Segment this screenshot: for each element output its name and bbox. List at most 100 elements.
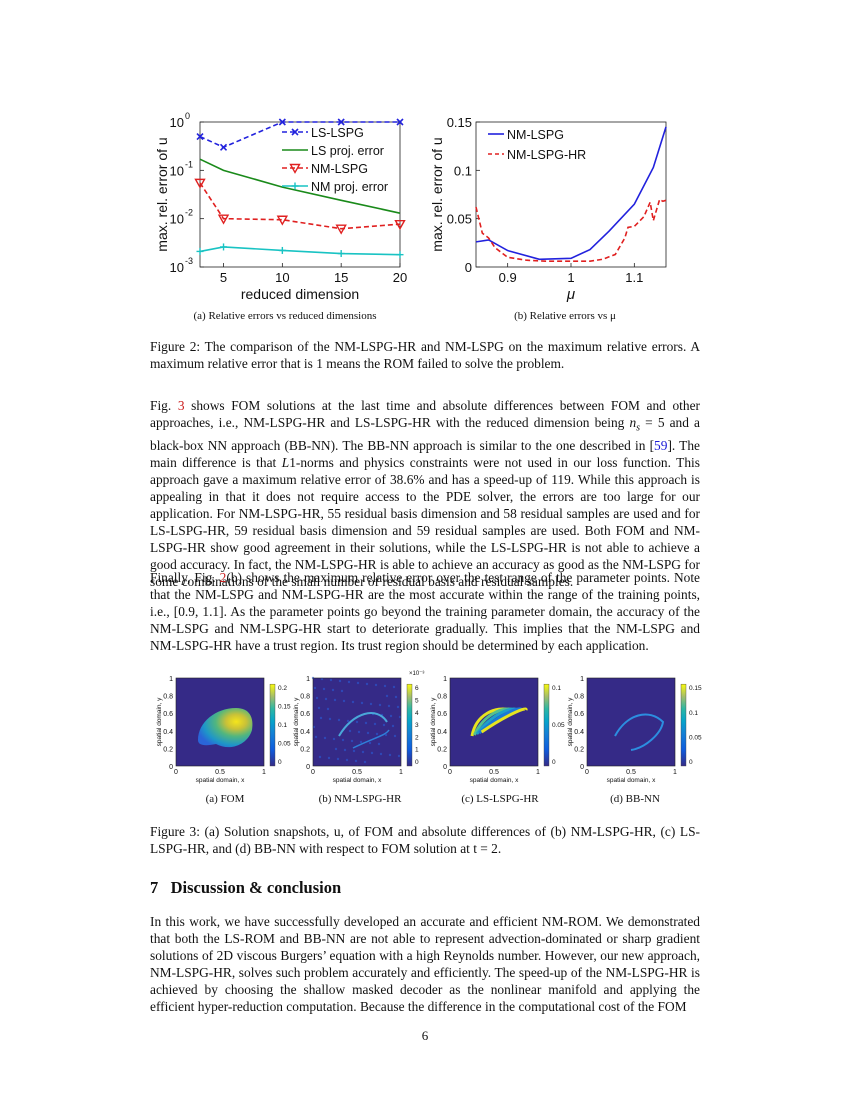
noise-speckle bbox=[331, 688, 335, 692]
noise-speckle bbox=[313, 686, 317, 690]
error-band bbox=[480, 707, 528, 734]
y-tick-label: 0.05 bbox=[447, 212, 472, 227]
noise-speckle bbox=[363, 760, 367, 764]
data-point bbox=[194, 178, 206, 189]
section-title: Discussion & conclusion bbox=[170, 878, 342, 897]
text-run: Fig. bbox=[150, 398, 178, 413]
x-tick-label: 20 bbox=[393, 270, 407, 285]
y-tick-label: 0.2 bbox=[163, 746, 173, 753]
noise-speckle bbox=[327, 756, 331, 760]
noise-speckle bbox=[378, 703, 382, 707]
y-tick-label: 10 bbox=[170, 212, 184, 227]
noise-speckle bbox=[332, 737, 336, 741]
noise-speckle bbox=[317, 706, 321, 710]
series-line bbox=[475, 198, 667, 262]
figure-link[interactable]: 2 bbox=[219, 570, 227, 585]
legend-entry: LS-LSPG bbox=[282, 126, 364, 140]
text-run: ]. The main difference is that bbox=[150, 437, 700, 470]
figure3-caption: Figure 3: (a) Solution snapshots, u, of … bbox=[150, 824, 700, 856]
figure3d-caption: (d) BB-NN bbox=[610, 793, 660, 805]
data-point bbox=[217, 214, 230, 225]
colorbar-tick-label: 0 bbox=[278, 759, 282, 766]
data-point bbox=[396, 118, 404, 126]
y-axis-label: spatial domain, y bbox=[156, 697, 163, 747]
text-run: n bbox=[629, 415, 637, 430]
noise-speckle bbox=[324, 697, 328, 701]
colorbar-tick-label: 1 bbox=[415, 747, 419, 754]
noise-speckle bbox=[398, 715, 402, 719]
heatmap-background bbox=[587, 678, 675, 766]
legend-label: LS-LSPG bbox=[311, 126, 364, 140]
x-tick-label: 10 bbox=[275, 270, 289, 285]
data-point bbox=[276, 215, 289, 226]
noise-speckle bbox=[365, 682, 369, 686]
noise-speckle bbox=[394, 695, 398, 699]
series-ls-lspg bbox=[196, 118, 404, 151]
figure2-caption: Figure 2: The comparison of the NM-LSPG-… bbox=[150, 339, 700, 371]
noise-speckle bbox=[388, 753, 392, 757]
figure2a-caption: (a) Relative errors vs reduced dimension… bbox=[193, 310, 377, 322]
noise-speckle bbox=[341, 738, 345, 742]
y-tick-label: 0.4 bbox=[163, 729, 173, 736]
data-point bbox=[278, 118, 286, 126]
y-tick-label: 0 bbox=[169, 764, 173, 771]
text-run: s bbox=[636, 422, 641, 434]
legend-label: NM-LSPG bbox=[507, 128, 564, 142]
noise-speckle bbox=[350, 739, 354, 743]
noise-speckle bbox=[323, 736, 327, 740]
y-axis-label: spatial domain, y bbox=[293, 697, 300, 747]
x-axis-label: reduced dimension bbox=[241, 286, 359, 302]
noise-speckle bbox=[347, 680, 351, 684]
heatmap-panel-4: 0 0.5 1 1 0.8 0.6 0.4 0.2 0 spatial domain, x spat… bbox=[567, 676, 702, 784]
x-tick-label: 0 bbox=[585, 769, 589, 776]
heatmap-frame bbox=[175, 677, 265, 767]
body-paragraph-3: In this work, we have successfully devel… bbox=[150, 914, 700, 1014]
y-tick-label: 10 bbox=[170, 115, 184, 130]
noise-speckle bbox=[382, 723, 386, 727]
noise-speckle bbox=[359, 740, 363, 744]
figure2b-caption: (b) Relative errors vs μ bbox=[514, 310, 616, 322]
noise-speckle bbox=[348, 729, 352, 733]
y-axis-label: spatial domain, y bbox=[567, 697, 574, 747]
noise-speckle bbox=[342, 699, 346, 703]
x-tick-label: 1.1 bbox=[625, 270, 643, 285]
y-tick-exponent: -1 bbox=[185, 159, 193, 169]
y-tick-label: 0.6 bbox=[163, 711, 173, 718]
colorbar-tick-label: 0.15 bbox=[278, 704, 291, 711]
y-tick-label: 1 bbox=[306, 676, 310, 683]
y-tick-label: 0.4 bbox=[437, 729, 447, 736]
y-tick-label: 10 bbox=[170, 163, 184, 178]
y-tick-label: 0.8 bbox=[574, 694, 584, 701]
text-run: (b) shows the maximum relative error ove… bbox=[150, 570, 700, 653]
y-tick-label: 0.4 bbox=[300, 729, 310, 736]
data-point bbox=[335, 224, 347, 235]
series-line bbox=[199, 182, 401, 230]
data-point bbox=[289, 163, 301, 174]
noise-speckle bbox=[379, 752, 383, 756]
legend-entry: NM-LSPG bbox=[488, 128, 564, 142]
section-number: 7 bbox=[150, 878, 159, 897]
x-tick-label: 1 bbox=[567, 270, 574, 285]
error-band bbox=[614, 713, 665, 751]
y-tick-label: 0.6 bbox=[437, 711, 447, 718]
colorbar-tick-label: 6 bbox=[415, 685, 419, 692]
noise-speckle bbox=[355, 720, 359, 724]
y-tick-label: 0.8 bbox=[437, 694, 447, 701]
y-tick-exponent: -3 bbox=[185, 256, 193, 266]
noise-speckle bbox=[374, 683, 378, 687]
noise-speckle bbox=[366, 731, 370, 735]
noise-speckle bbox=[346, 719, 350, 723]
y-tick-label: 0.2 bbox=[300, 746, 310, 753]
colorbar-tick-label: 0.05 bbox=[689, 734, 702, 741]
citation-link[interactable]: 59 bbox=[654, 437, 668, 453]
x-tick-label: 1 bbox=[399, 769, 403, 776]
colorbar-tick-label: 0 bbox=[552, 759, 556, 766]
y-tick-label: 1 bbox=[443, 676, 447, 683]
figure-link[interactable]: 3 bbox=[177, 398, 185, 413]
x-tick-label: 0.5 bbox=[489, 769, 499, 776]
colorbar-tick-label: 0.2 bbox=[278, 685, 287, 692]
legend-label: LS proj. error bbox=[311, 144, 384, 158]
x-tick-label: 5 bbox=[220, 270, 227, 285]
y-axis-label: spatial domain, y bbox=[430, 697, 437, 747]
